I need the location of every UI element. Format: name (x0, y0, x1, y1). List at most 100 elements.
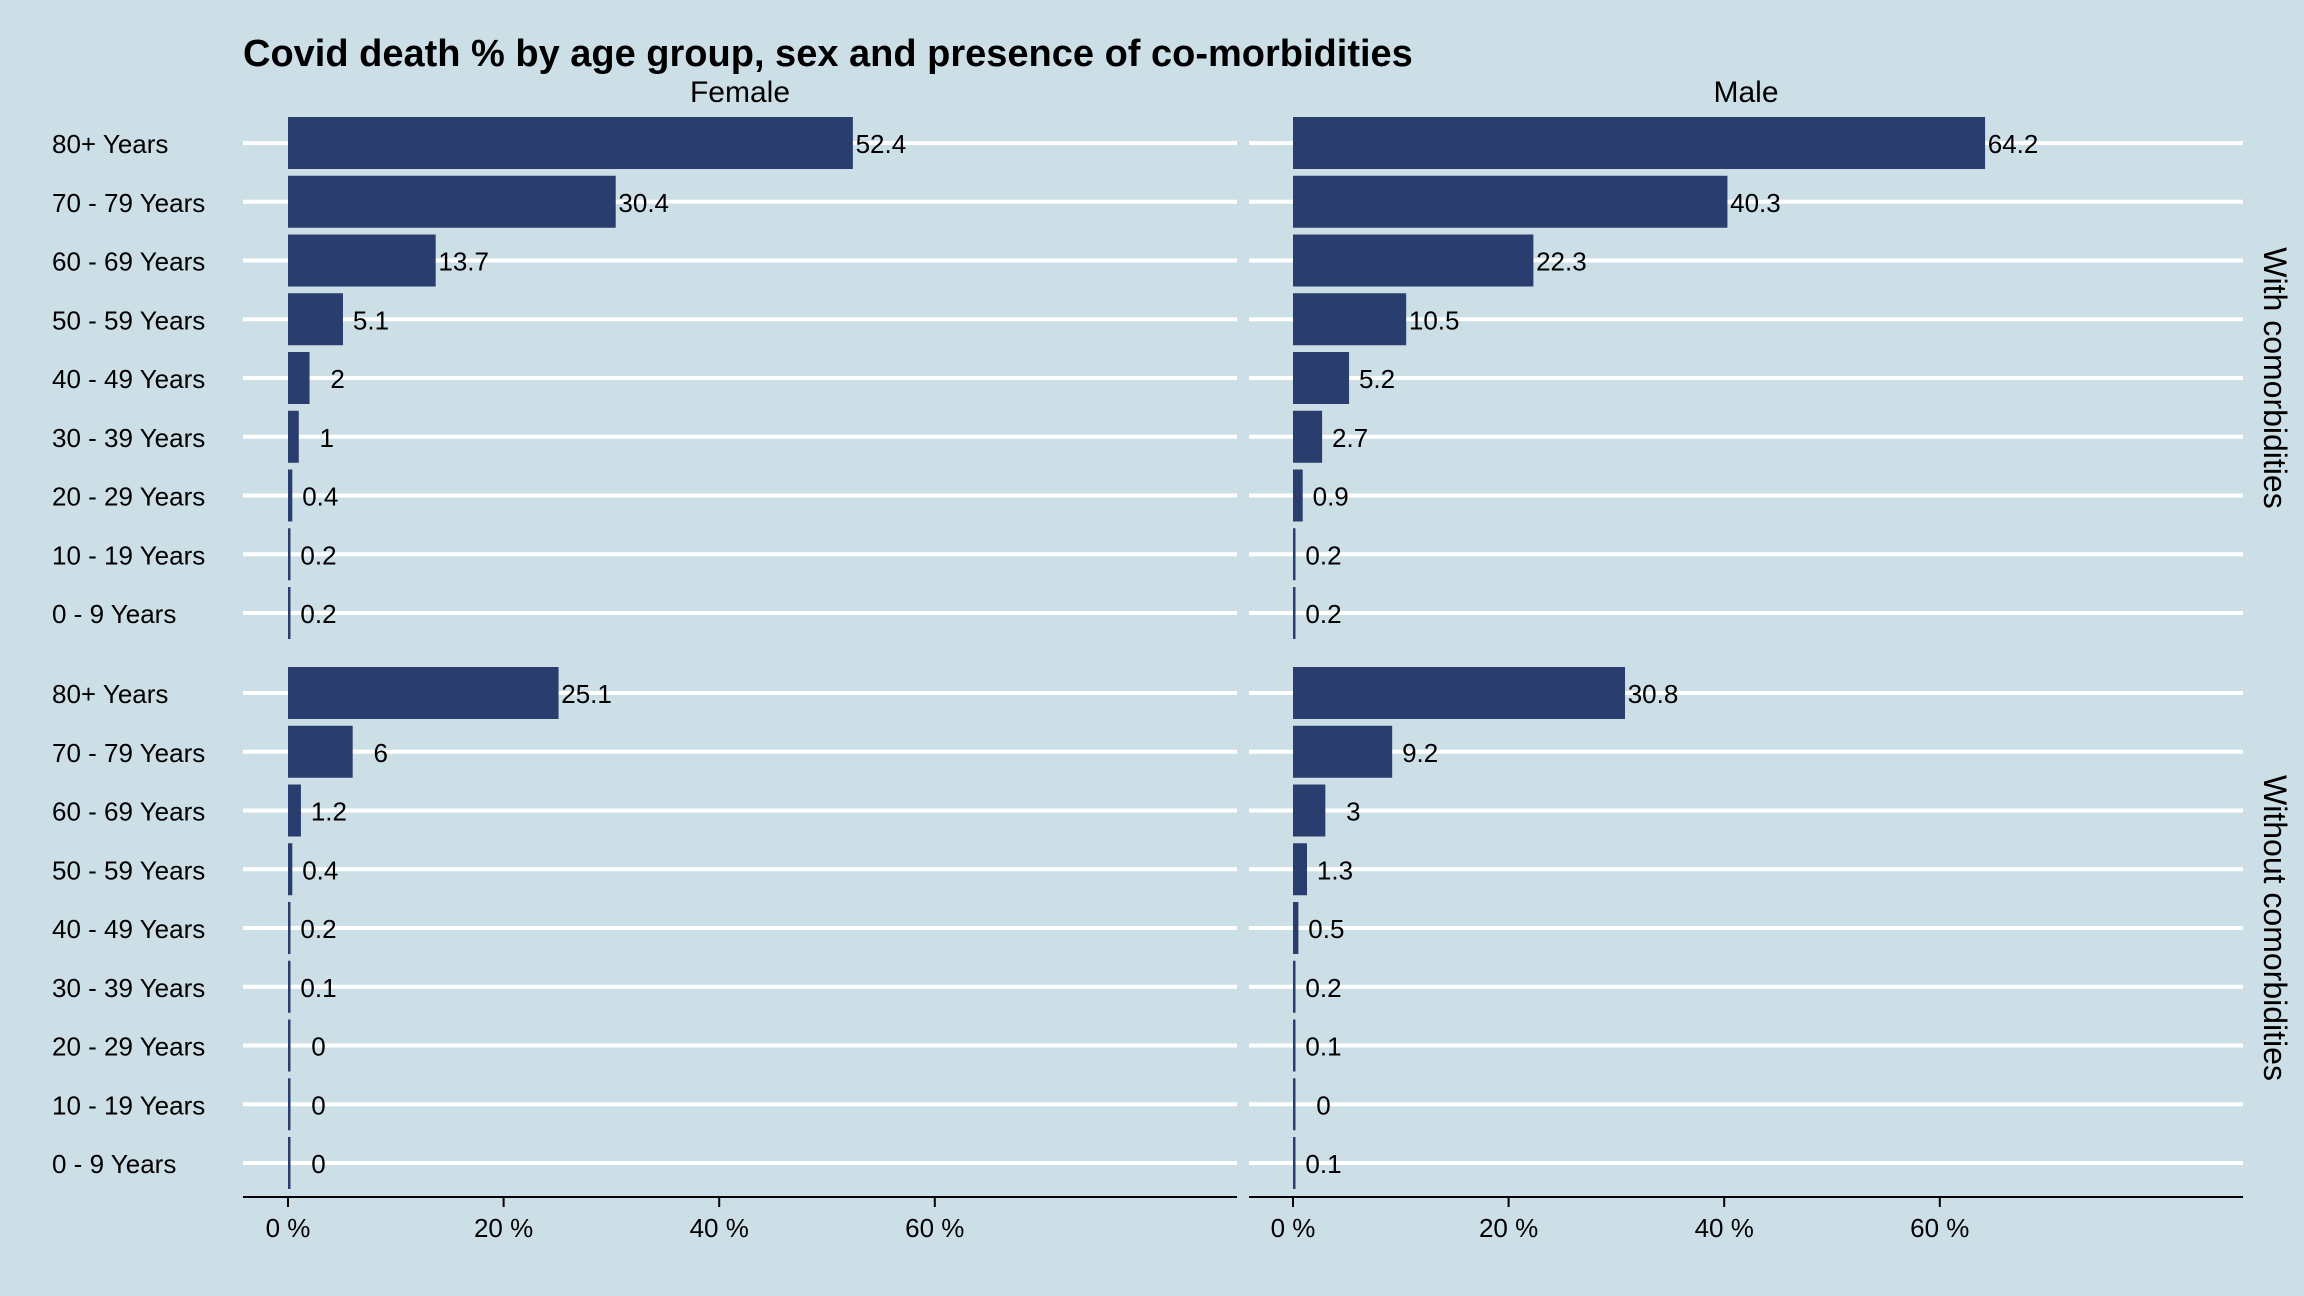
bar (1293, 725, 1393, 778)
bar (288, 784, 301, 837)
value-label: 0 (311, 1032, 325, 1062)
value-label: 0 (311, 1149, 325, 1179)
value-label: 0.2 (300, 599, 336, 629)
value-label: 0.1 (1305, 1032, 1341, 1062)
row-header-without-comorbidities: Without comorbidities (2257, 775, 2293, 1081)
value-label: 10.5 (1409, 305, 1460, 335)
category-label: 50 - 59 Years (52, 305, 205, 335)
category-label: 80+ Years (52, 129, 168, 159)
row-header-with-comorbidities: With comorbidities (2257, 247, 2293, 508)
x-tick-label: 40 % (1695, 1213, 1754, 1243)
bar (288, 725, 353, 778)
category-label: 10 - 19 Years (52, 1090, 205, 1120)
value-label: 0.2 (300, 914, 336, 944)
category-label: 0 - 9 Years (52, 1149, 176, 1179)
bar (1293, 843, 1308, 896)
bar (288, 410, 299, 463)
plot-area: Female Male With comorbidities Without como… (52, 76, 2293, 1243)
value-label: 0 (1316, 1090, 1330, 1120)
value-label: 0.2 (1305, 973, 1341, 1003)
bar (1293, 352, 1350, 404)
bar (1293, 175, 1728, 228)
value-label: 0.5 (1308, 914, 1344, 944)
value-label: 0.2 (300, 540, 336, 570)
x-tick-label: 60 % (1910, 1213, 1969, 1243)
bar (1293, 667, 1626, 719)
category-label: 40 - 49 Years (52, 364, 205, 394)
x-tick-label: 0 % (266, 1213, 311, 1243)
bar (1293, 902, 1299, 954)
value-label: 25.1 (561, 679, 612, 709)
category-label: 10 - 19 Years (52, 540, 205, 570)
bar (288, 843, 293, 896)
category-label: 40 - 49 Years (52, 914, 205, 944)
value-label: 0 (311, 1090, 325, 1120)
category-label: 0 - 9 Years (52, 599, 176, 629)
value-label: 13.7 (438, 247, 489, 277)
value-label: 0.9 (1313, 482, 1349, 512)
value-label: 3 (1346, 797, 1360, 827)
value-label: 0.1 (300, 973, 336, 1003)
category-label: 30 - 39 Years (52, 973, 205, 1003)
bar (1293, 1137, 1296, 1189)
value-label: 30.4 (618, 188, 669, 218)
value-label: 40.3 (1730, 188, 1781, 218)
bar (1293, 234, 1534, 287)
value-label: 22.3 (1536, 247, 1587, 277)
category-label: 70 - 79 Years (52, 738, 205, 768)
bar (288, 293, 343, 346)
bar (1293, 1078, 1296, 1131)
x-tick-label: 20 % (1479, 1213, 1538, 1243)
bar (288, 902, 291, 954)
value-label: 6 (373, 738, 387, 768)
bar (1293, 469, 1303, 522)
bar (288, 667, 559, 719)
bar (1293, 960, 1296, 1013)
bar (1293, 293, 1407, 346)
x-tick-label: 20 % (474, 1213, 533, 1243)
value-label: 0.2 (1305, 599, 1341, 629)
value-label: 64.2 (1988, 129, 2039, 159)
value-label: 0.4 (302, 855, 338, 885)
value-label: 1.3 (1317, 855, 1353, 885)
value-label: 2.7 (1332, 423, 1368, 453)
bar (1293, 587, 1296, 639)
bar (288, 960, 291, 1013)
category-label: 20 - 29 Years (52, 1032, 205, 1062)
value-label: 2 (330, 364, 344, 394)
value-label: 5.2 (1359, 364, 1395, 394)
bar (1293, 410, 1323, 463)
value-label: 0.2 (1305, 540, 1341, 570)
value-label: 0.1 (1305, 1149, 1341, 1179)
column-header-male: Male (1713, 76, 1778, 109)
chart-title: Covid death % by age group, sex and pres… (243, 33, 1413, 75)
value-label: 1.2 (311, 797, 347, 827)
category-label: 50 - 59 Years (52, 855, 205, 885)
bar (288, 587, 291, 639)
bar (288, 234, 436, 287)
bar (288, 1078, 291, 1131)
bar (288, 1019, 291, 1072)
bar (1293, 784, 1326, 837)
value-label: 1 (320, 423, 334, 453)
bar (288, 1137, 291, 1189)
value-label: 5.1 (353, 305, 389, 335)
x-tick-label: 60 % (905, 1213, 964, 1243)
bar (288, 528, 291, 581)
column-header-female: Female (690, 76, 790, 109)
bar (1293, 528, 1296, 581)
value-label: 52.4 (856, 129, 907, 159)
bar (288, 352, 310, 404)
x-tick-label: 40 % (690, 1213, 749, 1243)
category-label: 60 - 69 Years (52, 797, 205, 827)
bar (1293, 117, 1986, 169)
value-label: 9.2 (1402, 738, 1438, 768)
bar (288, 469, 293, 522)
category-label: 70 - 79 Years (52, 188, 205, 218)
value-label: 0.4 (302, 482, 338, 512)
category-label: 30 - 39 Years (52, 423, 205, 453)
bar (1293, 1019, 1296, 1072)
bar (288, 175, 616, 228)
